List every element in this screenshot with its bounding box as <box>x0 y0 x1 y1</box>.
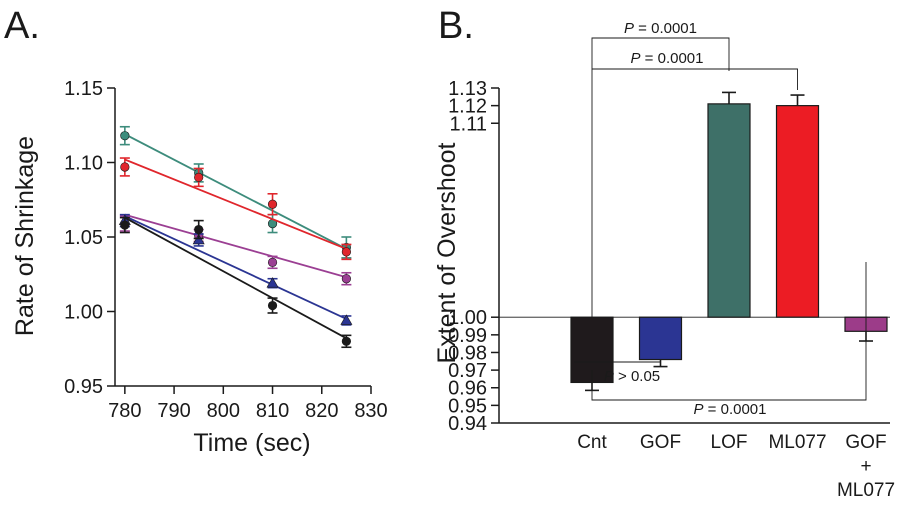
series-4 <box>119 216 352 349</box>
data-point <box>120 162 130 172</box>
y-tick-label: 0.99 <box>448 325 487 347</box>
panel-b-label: B. <box>438 5 474 47</box>
fit-line <box>124 158 347 250</box>
significance-annotations: P = 0.0001 P = 0.0001 P > 0.05 P = 0.0001 <box>574 20 867 418</box>
x-tick-label: 810 <box>256 400 289 422</box>
shrinkage-rate-chart: Rate of Shrinkage Time (sec) 0.95 1.00 1.0… <box>11 78 388 457</box>
x-tick-label: 790 <box>157 400 190 422</box>
y-tick-label: 1.15 <box>64 78 103 100</box>
y-tick-label: 1.05 <box>64 227 103 249</box>
category-label: GOF <box>640 432 681 453</box>
y-axis-title: Extent of Overshoot <box>433 142 461 363</box>
data-point <box>194 172 204 182</box>
series-2 <box>119 213 352 286</box>
x-axis-title: Time (sec) <box>193 429 310 457</box>
data-point <box>267 300 278 311</box>
series-0 <box>119 125 352 259</box>
y-tick-label: 0.98 <box>448 342 487 364</box>
fit-line <box>124 215 347 320</box>
y-tick-label: 0.95 <box>64 376 103 398</box>
p-value-label: P = 0.0001 <box>624 20 697 37</box>
panel-a-label: A. <box>4 5 40 47</box>
series-1 <box>119 157 352 261</box>
data-point <box>341 274 351 284</box>
category-label: ML077 <box>768 432 826 453</box>
p-value-label: P = 0.0001 <box>694 401 767 418</box>
y-tick-label: 0.95 <box>448 395 487 417</box>
data-point <box>341 247 351 257</box>
data-point <box>341 336 351 346</box>
data-point <box>340 314 353 325</box>
data-point <box>120 220 130 230</box>
p-value-label: P = 0.0001 <box>631 50 704 67</box>
x-tick-label: 830 <box>354 400 387 422</box>
y-tick-label: 1.10 <box>64 153 103 175</box>
y-tick-label: 1.11 <box>450 113 487 135</box>
significance-bracket <box>592 68 798 90</box>
category-label: GOF + ML077 <box>837 432 895 501</box>
bar <box>775 105 820 318</box>
bar <box>707 103 751 318</box>
overshoot-bar-chart: Extent of Overshoot 0.940.950.960.970.98… <box>433 20 895 501</box>
data-point <box>120 131 130 141</box>
y-tick-label: 1.00 <box>64 302 103 324</box>
x-tick-label: 820 <box>305 400 338 422</box>
fit-line <box>124 133 347 250</box>
category-label: LOF <box>711 432 748 453</box>
data-point <box>194 224 204 235</box>
x-tick-label: 780 <box>108 400 141 422</box>
significance-bracket <box>591 37 730 318</box>
data-point <box>267 257 278 267</box>
significance-bracket <box>591 262 867 401</box>
y-tick-label: 1.00 <box>448 307 487 329</box>
fit-line <box>124 216 347 340</box>
data-point <box>266 277 279 288</box>
bar <box>638 316 683 361</box>
y-tick-label: 1.12 <box>448 96 487 118</box>
fit-line <box>124 213 347 279</box>
x-tick-label: 800 <box>207 400 240 422</box>
y-tick-label: 0.94 <box>448 413 487 435</box>
y-tick-label: 0.96 <box>448 378 487 400</box>
category-label: Cnt <box>577 432 607 453</box>
y-tick-label: 0.97 <box>448 360 487 382</box>
y-axis-title: Rate of Shrinkage <box>11 136 39 336</box>
p-value-label: P > 0.05 <box>604 368 660 385</box>
data-point <box>267 199 278 209</box>
y-tick-label: 1.13 <box>448 78 487 100</box>
